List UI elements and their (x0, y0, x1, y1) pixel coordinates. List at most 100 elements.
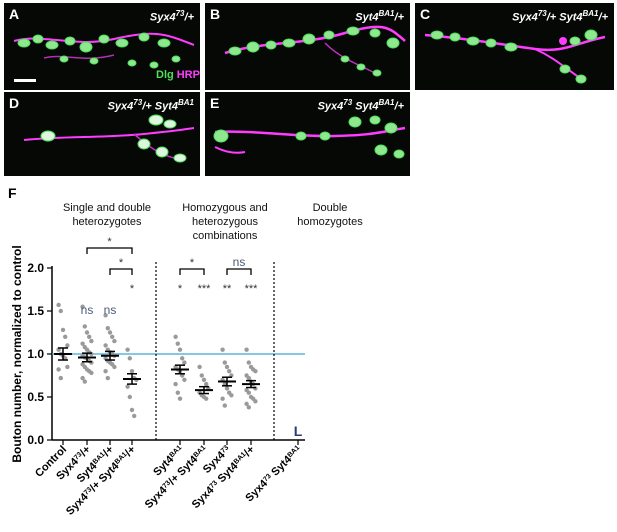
panel-a: A Syx473/+ Dlg HRP (4, 3, 200, 90)
lethal-marker: L (294, 423, 303, 439)
figure-label-f: F (8, 185, 17, 201)
data-point (127, 356, 132, 361)
data-point (107, 330, 113, 335)
panel-c: C Syx473/+ Syt4BA1/+ (415, 3, 614, 90)
data-point (201, 377, 207, 382)
data-point (253, 369, 258, 374)
legend-dlg: Dlg (156, 69, 174, 81)
data-point (173, 334, 178, 339)
y-tick-label: 1.5 (27, 304, 44, 318)
data-point (229, 393, 234, 398)
data-point (89, 338, 94, 344)
data-point (199, 373, 204, 378)
data-point (65, 364, 70, 370)
data-point (65, 343, 70, 348)
significance-label: ** (223, 283, 232, 295)
data-point (56, 367, 61, 372)
data-point (246, 390, 251, 395)
significance-label: ns (81, 303, 94, 317)
data-point (103, 369, 108, 374)
data-point (58, 375, 63, 381)
scale-bar (14, 79, 36, 82)
data-point (110, 334, 115, 339)
data-point (127, 394, 132, 400)
panel-d-image (23, 114, 195, 163)
significance-label: ns (104, 303, 117, 317)
data-point (103, 313, 108, 318)
data-point (112, 364, 117, 370)
data-point (125, 347, 130, 352)
data-point (220, 347, 225, 352)
data-point (182, 377, 187, 382)
y-tick-label: 0.5 (27, 390, 44, 404)
data-point (80, 375, 85, 381)
data-point (84, 330, 90, 335)
panel-b-label: B (210, 6, 221, 22)
panel-e-image (213, 115, 406, 159)
data-point (253, 399, 258, 404)
data-point (224, 364, 230, 370)
data-point (246, 375, 251, 381)
data-point (177, 396, 183, 401)
panel-a-label: A (9, 6, 20, 22)
data-point (180, 356, 185, 361)
data-point (175, 341, 180, 346)
data-point (177, 347, 183, 352)
significance-label: * (130, 283, 135, 295)
data-point (244, 401, 249, 407)
panel-d-genotype: Syx473/+ Syt4BA1 (107, 98, 194, 113)
data-point (246, 405, 251, 410)
y-tick-label: 2.0 (27, 261, 44, 275)
data-point (129, 407, 135, 413)
data-point (80, 341, 85, 346)
significance-label: *** (198, 283, 212, 295)
data-point (246, 360, 251, 365)
data-point (244, 347, 249, 352)
y-axis-label: Bouton number, normalized to control (10, 245, 24, 462)
comparison-bracket (86, 247, 133, 254)
group-title-heterozygotes: Single and double heterozygotes (62, 202, 152, 228)
data-point (89, 370, 94, 376)
data-point (80, 304, 85, 309)
data-point (222, 360, 227, 365)
data-point (182, 360, 187, 365)
data-point (62, 334, 68, 339)
comparison-bracket (179, 268, 205, 275)
data-point (82, 379, 88, 384)
panel-c-label: C (420, 6, 431, 22)
data-point (224, 386, 230, 391)
data-point (175, 390, 180, 395)
data-point (105, 326, 111, 331)
data-point (56, 302, 61, 308)
panel-e-label: E (210, 95, 220, 111)
data-point (87, 334, 92, 339)
panel-b: B Syt4BA1/+ (205, 3, 410, 90)
bracket-label: * (107, 236, 112, 248)
panel-e: E Syx473 Syt4BA1/+ (205, 92, 410, 176)
data-point (105, 375, 111, 381)
data-point (103, 343, 108, 348)
panel-a-image (13, 32, 195, 69)
data-point (227, 369, 232, 374)
data-point (125, 384, 130, 389)
data-point (204, 381, 209, 387)
panel-e-genotype: Syx473 Syt4BA1/+ (317, 98, 404, 113)
comparison-bracket (226, 268, 252, 275)
data-point (173, 381, 178, 387)
data-point (204, 396, 209, 401)
data-point (112, 338, 117, 344)
y-tick-label: 1.0 (27, 347, 44, 361)
data-point (129, 369, 135, 374)
comparison-bracket (109, 268, 133, 275)
data-point (60, 327, 66, 333)
bracket-label: * (119, 257, 124, 269)
panel-c-genotype: Syx473/+ Syt4BA1/+ (512, 9, 608, 24)
group-title-double-homozygotes: Double homozygotes (297, 202, 363, 228)
data-point (132, 413, 137, 419)
significance-label: * (178, 283, 183, 295)
panel-a-genotype: Syx473/+ (149, 9, 194, 24)
channel-legend: Dlg HRP (156, 69, 200, 81)
significance-label: *** (245, 283, 259, 295)
panel-d-label: D (9, 95, 20, 111)
panel-b-image (224, 25, 406, 77)
